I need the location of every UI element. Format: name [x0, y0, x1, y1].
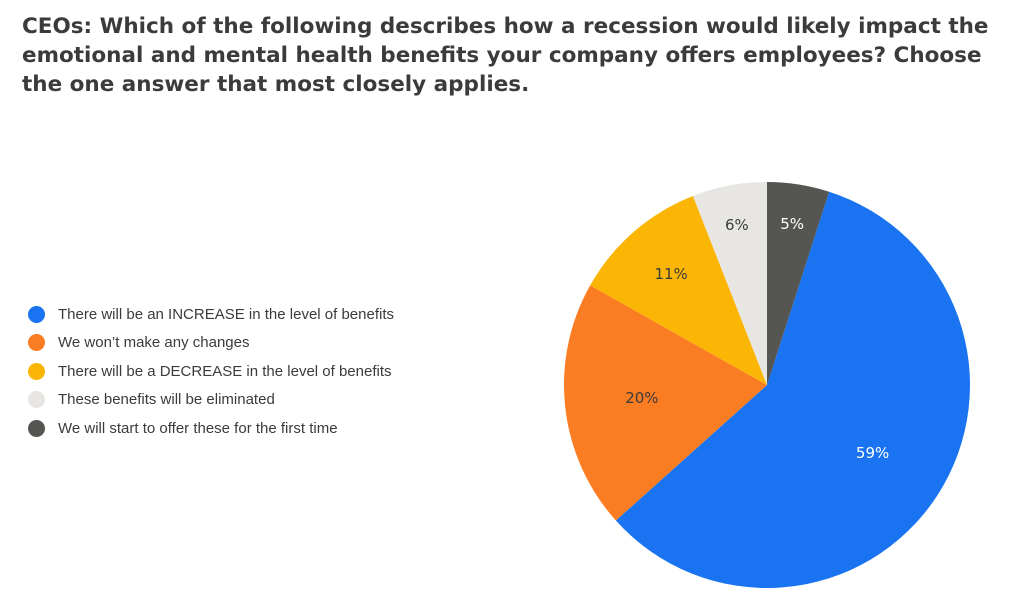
legend-swatch-first-time: [28, 419, 45, 437]
legend-item-eliminated: These benefits will be eliminated: [28, 386, 394, 415]
legend-swatch-no-change: [28, 334, 45, 352]
legend-label-increase: There will be an INCREASE in the level o…: [58, 305, 394, 323]
legend-item-no-change: We won’t make any changes: [28, 329, 394, 358]
legend-swatch-increase: [28, 305, 45, 323]
slice-label-increase: 59%: [856, 444, 889, 462]
slice-label-no-change: 20%: [625, 389, 658, 407]
legend-swatch-eliminated: [28, 391, 45, 409]
slice-label-first-time: 5%: [780, 215, 804, 233]
legend-item-increase: There will be an INCREASE in the level o…: [28, 300, 394, 329]
legend-label-no-change: We won’t make any changes: [58, 334, 250, 352]
slice-label-decrease: 11%: [654, 265, 687, 283]
legend-item-decrease: There will be a DECREASE in the level of…: [28, 357, 394, 386]
pie-slice-decrease: [590, 195, 767, 385]
legend-label-eliminated: These benefits will be eliminated: [58, 391, 275, 409]
legend-item-first-time: We will start to offer these for the fir…: [28, 414, 394, 443]
legend-label-decrease: There will be a DECREASE in the level of…: [58, 362, 392, 380]
pie-chart: 59% 20% 11% 6% 5%: [564, 182, 970, 588]
legend: There will be an INCREASE in the level o…: [28, 300, 394, 443]
legend-swatch-decrease: [28, 362, 45, 380]
pie-slice-increase: [615, 191, 970, 588]
pie-slice-eliminated: [692, 182, 767, 385]
chart-title: CEOs: Which of the following describes h…: [22, 14, 989, 97]
legend-label-first-time: We will start to offer these for the fir…: [58, 419, 338, 437]
pie-slice-no-change: [564, 285, 767, 521]
pie-slice-first-time: [767, 182, 830, 385]
slice-label-eliminated: 6%: [725, 216, 749, 234]
